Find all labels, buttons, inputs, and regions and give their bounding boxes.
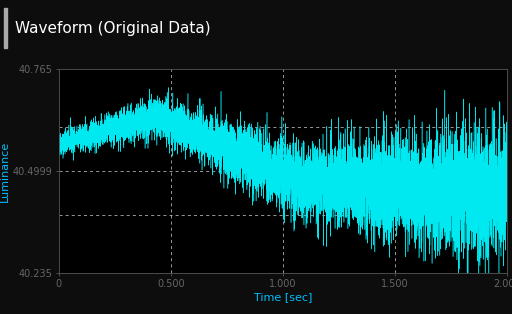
Bar	[4, 8, 7, 48]
Text: Waveform (Original Data): Waveform (Original Data)	[15, 21, 211, 36]
X-axis label: Time [sec]: Time [sec]	[253, 292, 312, 302]
Y-axis label: Luminance: Luminance	[0, 140, 10, 202]
